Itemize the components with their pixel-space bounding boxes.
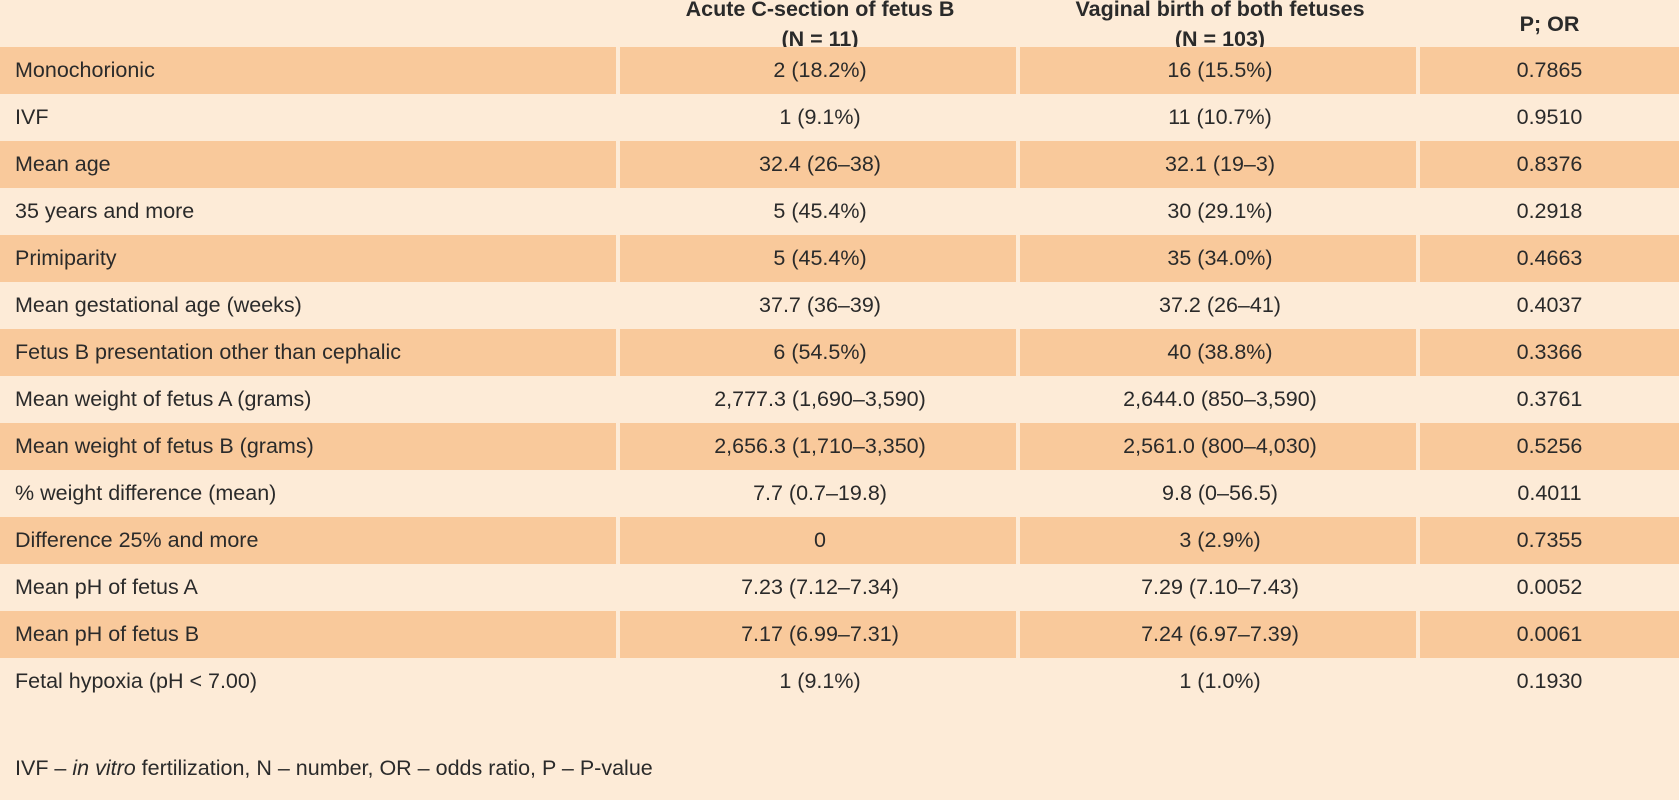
row-label: Mean age (0, 141, 620, 188)
header-cell-p-or: P; OR (1420, 0, 1679, 47)
row-label: % weight difference (mean) (15, 481, 277, 505)
table-cell: 0.3366 (1420, 329, 1679, 376)
table-cell: 7.7 (0.7–19.8) (753, 481, 887, 505)
row-label: 35 years and more (15, 199, 195, 223)
footnote-part1: IVF – (15, 756, 73, 780)
table-cell: 0.4011 (1517, 481, 1582, 505)
table-cell: 9.8 (0–56.5) (1162, 481, 1278, 505)
header-csection-title: Acute C-section of fetus B (685, 0, 955, 21)
table-cell: 2,777.3 (1,690–3,590) (714, 387, 926, 411)
table-cell: 7.24 (6.97–7.39) (1020, 611, 1420, 658)
table-cell: 1 (1.0%) (1179, 669, 1261, 693)
row-label: Mean pH of fetus A (15, 575, 198, 599)
table-cell: 7.29 (7.10–7.43) (1141, 575, 1299, 599)
header-vaginal-title: Vaginal birth of both fetuses (1075, 0, 1365, 21)
header-vaginal-n: (N = 103) (1174, 26, 1266, 51)
header-cell-empty (0, 0, 620, 47)
table-cell: 0 (620, 517, 1020, 564)
footnote-part2: fertilization, N – number, OR – odds rat… (135, 756, 653, 780)
header-p-or-label: P; OR (1519, 11, 1580, 36)
header-cell-vaginal: Vaginal birth of both fetuses (N = 103) (1020, 0, 1420, 51)
row-label: Primiparity (0, 235, 620, 282)
table-cell: 2,561.0 (800–4,030) (1020, 423, 1420, 470)
footnote: IVF – in vitro fertilization, N – number… (15, 756, 653, 781)
table-cell: 5 (45.4%) (773, 199, 867, 223)
table-cell: 2 (18.2%) (620, 47, 1020, 94)
table-cell: 0.0061 (1420, 611, 1679, 658)
row-label: Fetus B presentation other than cephalic (0, 329, 620, 376)
table-cell: 0.3761 (1516, 387, 1583, 411)
footnote-italic: in vitro (72, 756, 136, 780)
row-label: Mean pH of fetus B (0, 611, 620, 658)
table-cell: 7.23 (7.12–7.34) (741, 575, 899, 599)
row-label: Mean weight of fetus B (grams) (0, 423, 620, 470)
table-cell: 32.4 (26–38) (620, 141, 1020, 188)
table-cell: 40 (38.8%) (1020, 329, 1420, 376)
table-cell: 0.1930 (1516, 669, 1583, 693)
table-cell: 3 (2.9%) (1020, 517, 1420, 564)
table-cell: 37.7 (36–39) (759, 293, 881, 317)
row-label: IVF (15, 105, 49, 129)
table-cell: 32.1 (19–3) (1020, 141, 1420, 188)
table-cell: 5 (45.4%) (620, 235, 1020, 282)
table-cell: 35 (34.0%) (1020, 235, 1420, 282)
header-cell-csection: Acute C-section of fetus B (N = 11) (620, 0, 1020, 51)
row-label: Mean gestational age (weeks) (15, 293, 302, 317)
table-cell: 30 (29.1%) (1167, 199, 1273, 223)
table-cell: 16 (15.5%) (1020, 47, 1420, 94)
table-cell: 0.8376 (1420, 141, 1679, 188)
table-cell: 6 (54.5%) (620, 329, 1020, 376)
table-cell: 0.2918 (1516, 199, 1583, 223)
row-label: Mean weight of fetus A (grams) (15, 387, 312, 411)
row-label: Difference 25% and more (0, 517, 620, 564)
table-cell: 2,644.0 (850–3,590) (1123, 387, 1317, 411)
table-cell: 0.0052 (1516, 575, 1583, 599)
table-cell: 7.17 (6.99–7.31) (620, 611, 1020, 658)
table-cell: 0.4663 (1420, 235, 1679, 282)
row-label: Monochorionic (0, 47, 620, 94)
header-csection-n: (N = 11) (781, 26, 859, 51)
table-cell: 0.7865 (1420, 47, 1679, 94)
table-cell: 0.5256 (1420, 423, 1679, 470)
table-cell: 1 (9.1%) (779, 105, 861, 129)
row-label: Fetal hypoxia (pH < 7.00) (15, 669, 258, 693)
table-cell: 2,656.3 (1,710–3,350) (620, 423, 1020, 470)
table-cell: 11 (10.7%) (1168, 105, 1272, 129)
table-cell: 1 (9.1%) (779, 669, 861, 693)
table-cell: 0.4037 (1516, 293, 1583, 317)
table-cell: 37.2 (26–41) (1159, 293, 1281, 317)
data-table: Acute C-section of fetus B (N = 11) Vagi… (0, 0, 1679, 693)
table-cell: 0.9510 (1516, 105, 1583, 129)
table-cell: 0.7355 (1420, 517, 1679, 564)
